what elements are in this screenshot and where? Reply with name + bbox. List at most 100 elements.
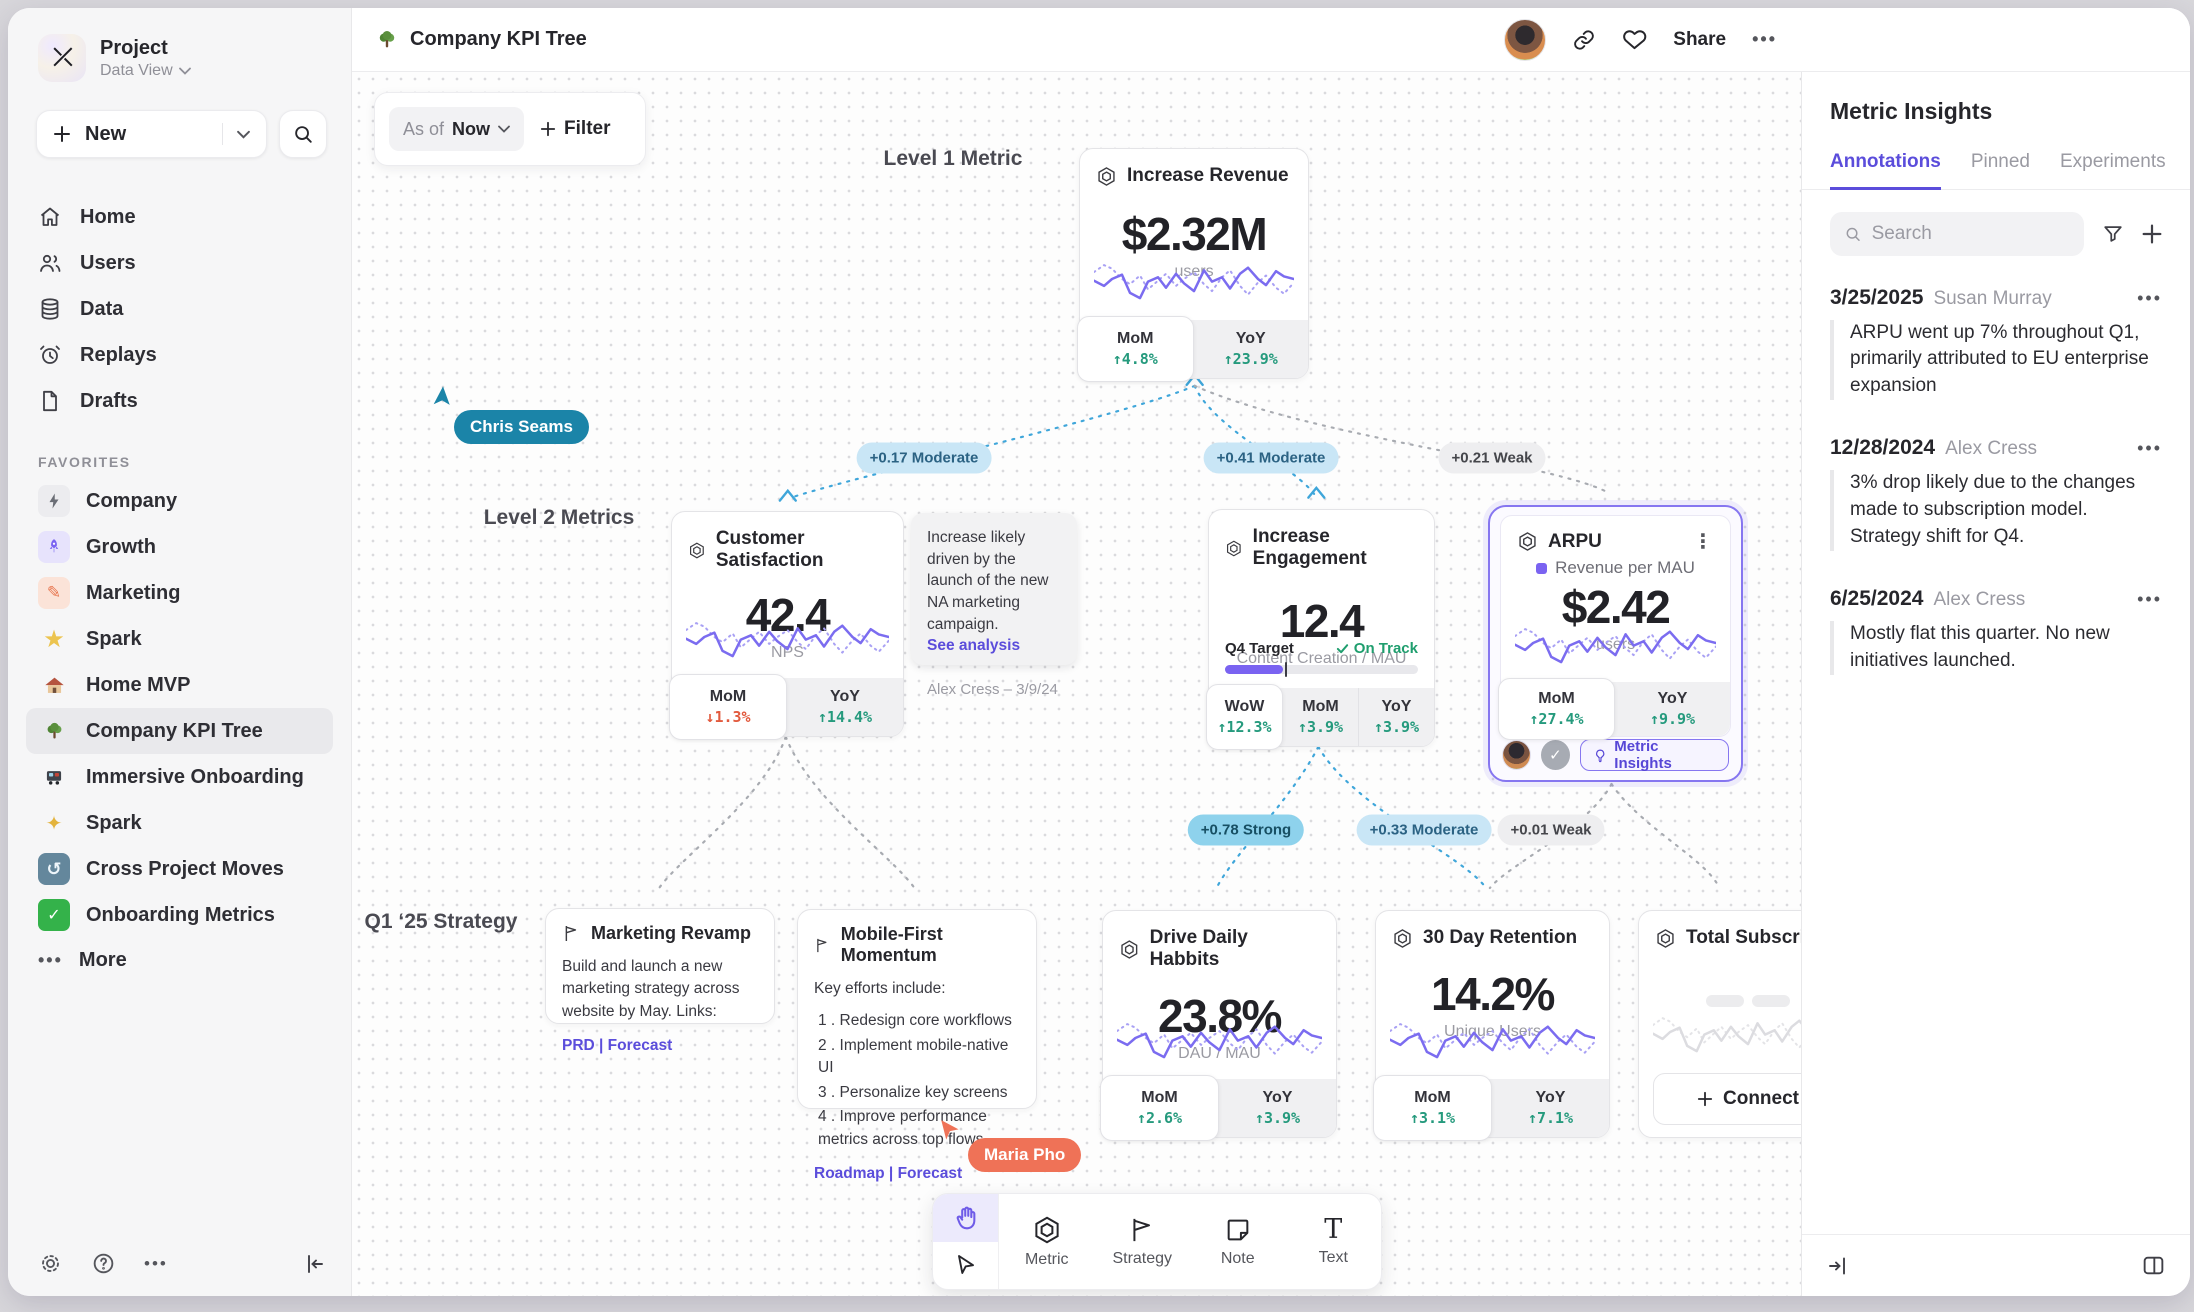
- metric-card-arpu-selected[interactable]: ARPU ⋮ Revenue per MAU $2.42 users MoM ↑27…: [1488, 505, 1743, 782]
- see-analysis-link[interactable]: See analysis: [927, 637, 1021, 655]
- favorite-item-immersive-onboarding[interactable]: Immersive Onboarding: [26, 754, 333, 800]
- annotation-menu-icon[interactable]: •••: [2137, 589, 2162, 610]
- project-view-selector[interactable]: Data View: [100, 62, 191, 80]
- stat-yoy[interactable]: YoY ↑14.4%: [817, 688, 873, 726]
- canvas-toolbar: Metric Strategy Note T Text: [932, 1193, 1382, 1290]
- metric-hexagon-icon: [1394, 928, 1411, 948]
- share-button[interactable]: Share: [1673, 28, 1727, 50]
- stat-yoy[interactable]: YoY ↑23.9%: [1223, 330, 1278, 368]
- kpi-canvas[interactable]: As of Now Filter Level 1 Metric Level 2 …: [352, 72, 1801, 1296]
- strategy-links[interactable]: Roadmap | Forecast: [814, 1165, 963, 1183]
- favorite-item-company-kpi-tree[interactable]: Company KPI Tree: [26, 708, 333, 754]
- sidebar-item-drafts[interactable]: Drafts: [26, 378, 333, 424]
- favorite-item-spark[interactable]: ★ Spark: [26, 616, 333, 662]
- sidebar-item-replays[interactable]: Replays: [26, 332, 333, 378]
- hand-tool-button[interactable]: [933, 1194, 998, 1242]
- filter-funnel-icon[interactable]: [2102, 223, 2124, 245]
- stat-wow[interactable]: WoW ↑12.3%: [1206, 684, 1283, 750]
- collapse-panel-icon[interactable]: [1826, 1254, 1850, 1278]
- filter-button[interactable]: Filter: [540, 118, 610, 140]
- favorite-item-spark-2[interactable]: ✦ Spark: [26, 800, 333, 846]
- stat-yoy[interactable]: YoY ↑3.9%: [1358, 688, 1434, 746]
- note-tool-button[interactable]: Note: [1190, 1194, 1286, 1289]
- stat-mom[interactable]: MoM ↓1.3%: [669, 674, 787, 740]
- more-options-icon[interactable]: •••: [144, 1253, 168, 1273]
- strategy-body: Build and launch a new marketing strateg…: [562, 958, 740, 1020]
- split-view-icon[interactable]: [2141, 1253, 2166, 1278]
- edge-label: +0.01 Weak: [1497, 814, 1605, 846]
- tab-pinned[interactable]: Pinned: [1970, 151, 2030, 172]
- project-switcher[interactable]: ⤫ Project Data View: [8, 34, 351, 82]
- legend-swatch: [1536, 562, 1548, 574]
- card-menu-icon[interactable]: ⋮: [1693, 531, 1714, 553]
- metric-card-increase-engagement[interactable]: Increase Engagement 12.4 Content Creatio…: [1206, 509, 1435, 750]
- stat-mom[interactable]: MoM ↑27.4%: [1498, 678, 1615, 740]
- metric-card-arpu[interactable]: ARPU ⋮ Revenue per MAU $2.42 users MoM ↑27…: [1498, 515, 1731, 740]
- as-of-value: Now: [452, 118, 491, 139]
- metric-stats: MoM ↑4.8% YoY ↑23.9%: [1077, 316, 1308, 382]
- project-name: Project: [100, 36, 168, 59]
- help-icon[interactable]: [91, 1251, 116, 1276]
- stat-mom[interactable]: MoM ↑3.1%: [1373, 1075, 1492, 1141]
- metric-insights-button[interactable]: Metric Insights: [1579, 738, 1729, 772]
- strategy-card-mobile-first-momentum[interactable]: Mobile-First Momentum Key efforts includ…: [797, 909, 1037, 1182]
- search-button[interactable]: [279, 110, 327, 158]
- strategy-card-marketing-revamp[interactable]: Marketing Revamp Build and launch a new …: [545, 908, 775, 1054]
- chevron-down-icon[interactable]: [237, 130, 250, 139]
- search-input[interactable]: [1871, 222, 2070, 245]
- sidebar-item-data[interactable]: Data: [26, 286, 333, 332]
- panel-tabs: Annotations Pinned Experiments: [1802, 125, 2190, 190]
- select-tool-button[interactable]: [933, 1242, 998, 1290]
- favorite-item-company[interactable]: Company: [26, 478, 333, 524]
- plus-icon: [54, 126, 70, 142]
- annotation-menu-icon[interactable]: •••: [2137, 287, 2162, 308]
- stat-mom[interactable]: MoM ↑3.9%: [1297, 698, 1344, 736]
- chevron-down-icon: [498, 125, 510, 133]
- collapse-sidebar-icon[interactable]: [303, 1252, 327, 1276]
- collaborator-cursor-maria: Maria Pho: [938, 1118, 1082, 1172]
- tab-experiments[interactable]: Experiments: [2060, 151, 2166, 172]
- sidebar-item-users[interactable]: Users: [26, 240, 333, 286]
- copy-link-icon[interactable]: [1572, 28, 1596, 52]
- metric-tool-button[interactable]: Metric: [999, 1194, 1095, 1289]
- favorite-heart-icon[interactable]: [1622, 27, 1647, 52]
- new-button[interactable]: New: [36, 110, 267, 158]
- metric-card-30-day-retention[interactable]: 30 Day Retention 14.2% Unique Users MoM ↑…: [1373, 910, 1610, 1141]
- stat-mom[interactable]: MoM ↑2.6%: [1100, 1075, 1219, 1141]
- metric-card-increase-revenue[interactable]: Increase Revenue $2.32M users MoM ↑4.8% Y…: [1077, 148, 1309, 382]
- connect-metric-button[interactable]: Connect: [1653, 1073, 1801, 1125]
- user-avatar[interactable]: [1504, 18, 1547, 61]
- strategy-tool-button[interactable]: Strategy: [1095, 1194, 1191, 1289]
- stat-mom[interactable]: MoM ↑4.8%: [1077, 316, 1194, 382]
- metric-card-total-subscriptions[interactable]: Total Subscript Connect: [1638, 910, 1801, 1138]
- cursor-pointer-icon: [941, 1120, 959, 1140]
- tab-annotations[interactable]: Annotations: [1830, 151, 1941, 190]
- favorite-item-label: Cross Project Moves: [86, 857, 284, 880]
- metric-card-drive-daily-habbits[interactable]: Drive Daily Habbits 23.8% DAU / MAU MoM ↑…: [1100, 910, 1337, 1141]
- search-field[interactable]: [1830, 211, 2084, 256]
- metric-card-customer-satisfaction[interactable]: Customer Satisfaction 42.4 NPS MoM ↓1.3% …: [669, 511, 904, 740]
- favorite-item-marketing[interactable]: ✎ Marketing: [26, 570, 333, 616]
- annotation-menu-icon[interactable]: •••: [2137, 438, 2162, 459]
- metric-title: Increase Engagement: [1252, 526, 1367, 569]
- overflow-menu-icon[interactable]: •••: [1752, 29, 1777, 49]
- favorite-item-cross-project-moves[interactable]: ↺ Cross Project Moves: [26, 846, 333, 892]
- skeleton-placeholder: [1639, 995, 1801, 1007]
- stat-yoy[interactable]: YoY ↑9.9%: [1649, 690, 1696, 728]
- annotation-note-card[interactable]: Increase likely driven by the launch of …: [911, 513, 1077, 698]
- favorite-item-growth[interactable]: Growth: [26, 524, 333, 570]
- settings-gear-icon[interactable]: [38, 1251, 63, 1276]
- as-of-selector[interactable]: As of Now: [389, 107, 525, 151]
- text-tool-button[interactable]: T Text: [1286, 1194, 1382, 1289]
- sidebar-item-home[interactable]: Home: [26, 194, 333, 240]
- edge-label: +0.17 Moderate: [856, 442, 992, 474]
- favorite-item-onboarding-metrics[interactable]: ✓ Onboarding Metrics: [26, 892, 333, 938]
- favorites-more-button[interactable]: ••• More: [8, 938, 351, 982]
- home-icon: [40, 207, 60, 226]
- favorite-item-home-mvp[interactable]: Home MVP: [26, 662, 333, 708]
- stat-yoy[interactable]: YoY ↑3.9%: [1254, 1089, 1301, 1127]
- strategy-links[interactable]: PRD | Forecast: [562, 1037, 673, 1055]
- add-annotation-icon[interactable]: [2142, 224, 2162, 244]
- stat-yoy[interactable]: YoY ↑7.1%: [1527, 1089, 1574, 1127]
- cursor-pointer-icon: [433, 386, 450, 405]
